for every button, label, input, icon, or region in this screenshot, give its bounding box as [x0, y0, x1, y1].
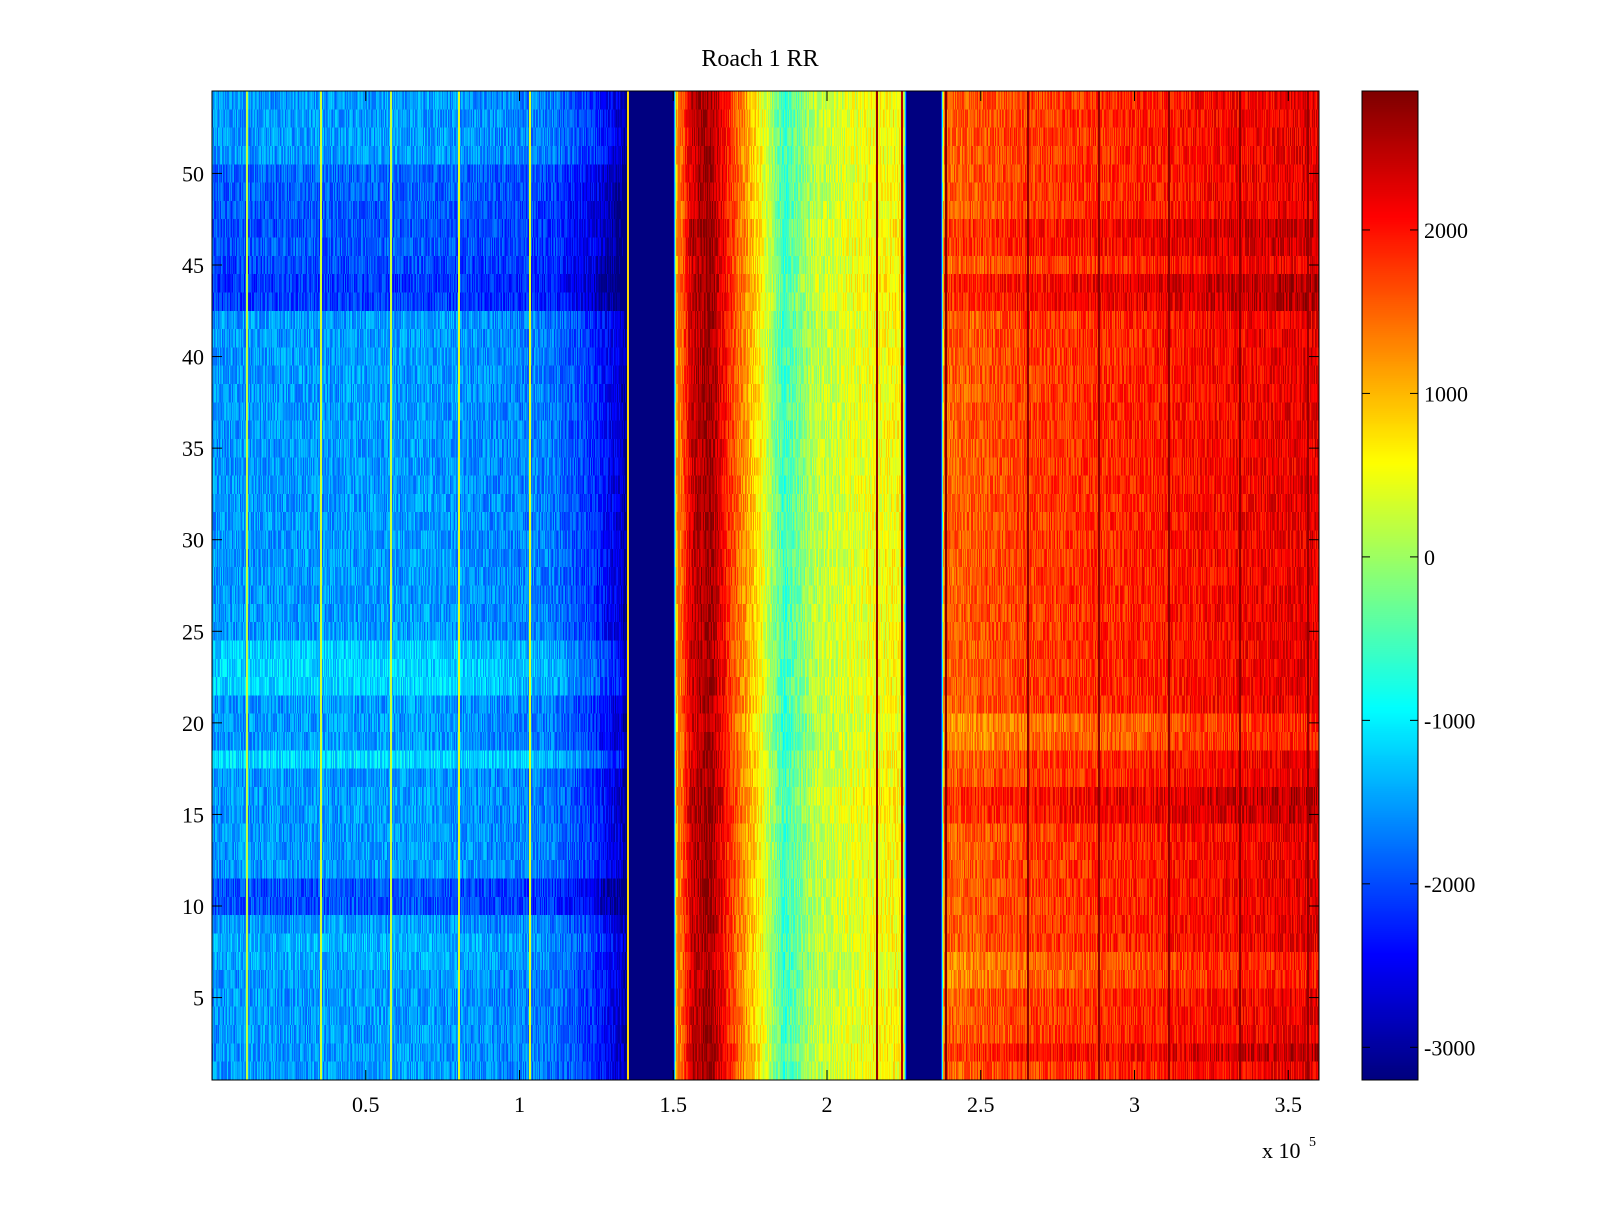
colorbar-tick-label: 2000: [1424, 218, 1468, 243]
colorbar-tick-label: -2000: [1424, 872, 1475, 897]
x-axis-multiplier: x 10 5: [1262, 1135, 1316, 1163]
x-multiplier-exponent: 5: [1309, 1135, 1316, 1150]
y-tick-label: 25: [182, 619, 204, 644]
x-tick-label: 1.5: [660, 1092, 688, 1117]
y-tick-label: 35: [182, 436, 204, 461]
heatmap-image: [212, 91, 1319, 1080]
x-tick-label: 0.5: [352, 1092, 380, 1117]
x-tick-label: 2: [822, 1092, 833, 1117]
x-tick-label: 3.5: [1275, 1092, 1303, 1117]
y-tick-label: 20: [182, 711, 204, 736]
plot-frame: [211, 90, 1320, 1081]
x-tick-label: 1: [514, 1092, 525, 1117]
y-tick-label: 50: [182, 161, 204, 186]
colorbar-tick-label: 0: [1424, 545, 1435, 570]
y-tick-label: 5: [193, 986, 204, 1011]
colorbar-tick-label: -1000: [1424, 708, 1475, 733]
y-axis: 5 10 15 20 25 30 35 40 45 50: [182, 161, 1319, 1011]
y-tick-label: 40: [182, 345, 204, 370]
y-tick-label: 10: [182, 894, 204, 919]
chart-title: Roach 1 RR: [701, 46, 818, 72]
colorbar-gradient: [1362, 91, 1418, 1080]
colorbar-tick-label: -3000: [1424, 1035, 1475, 1060]
x-tick-label: 3: [1129, 1092, 1140, 1117]
x-multiplier-base: x 10: [1262, 1138, 1301, 1163]
x-tick-label: 2.5: [967, 1092, 995, 1117]
y-tick-label: 15: [182, 802, 204, 827]
y-tick-label: 45: [182, 253, 204, 278]
plot-area: [211, 90, 1320, 1081]
y-tick-label: 30: [182, 528, 204, 553]
x-axis: 0.5 1 1.5 2 2.5 3 3.5: [352, 91, 1302, 1117]
colorbar-ticks: -3000 -2000 -1000 0 1000 2000: [1362, 218, 1475, 1060]
colorbar-tick-label: 1000: [1424, 381, 1468, 406]
colorbar: -3000 -2000 -1000 0 1000 2000: [1361, 90, 1475, 1081]
colorbar-frame: [1361, 90, 1419, 1081]
